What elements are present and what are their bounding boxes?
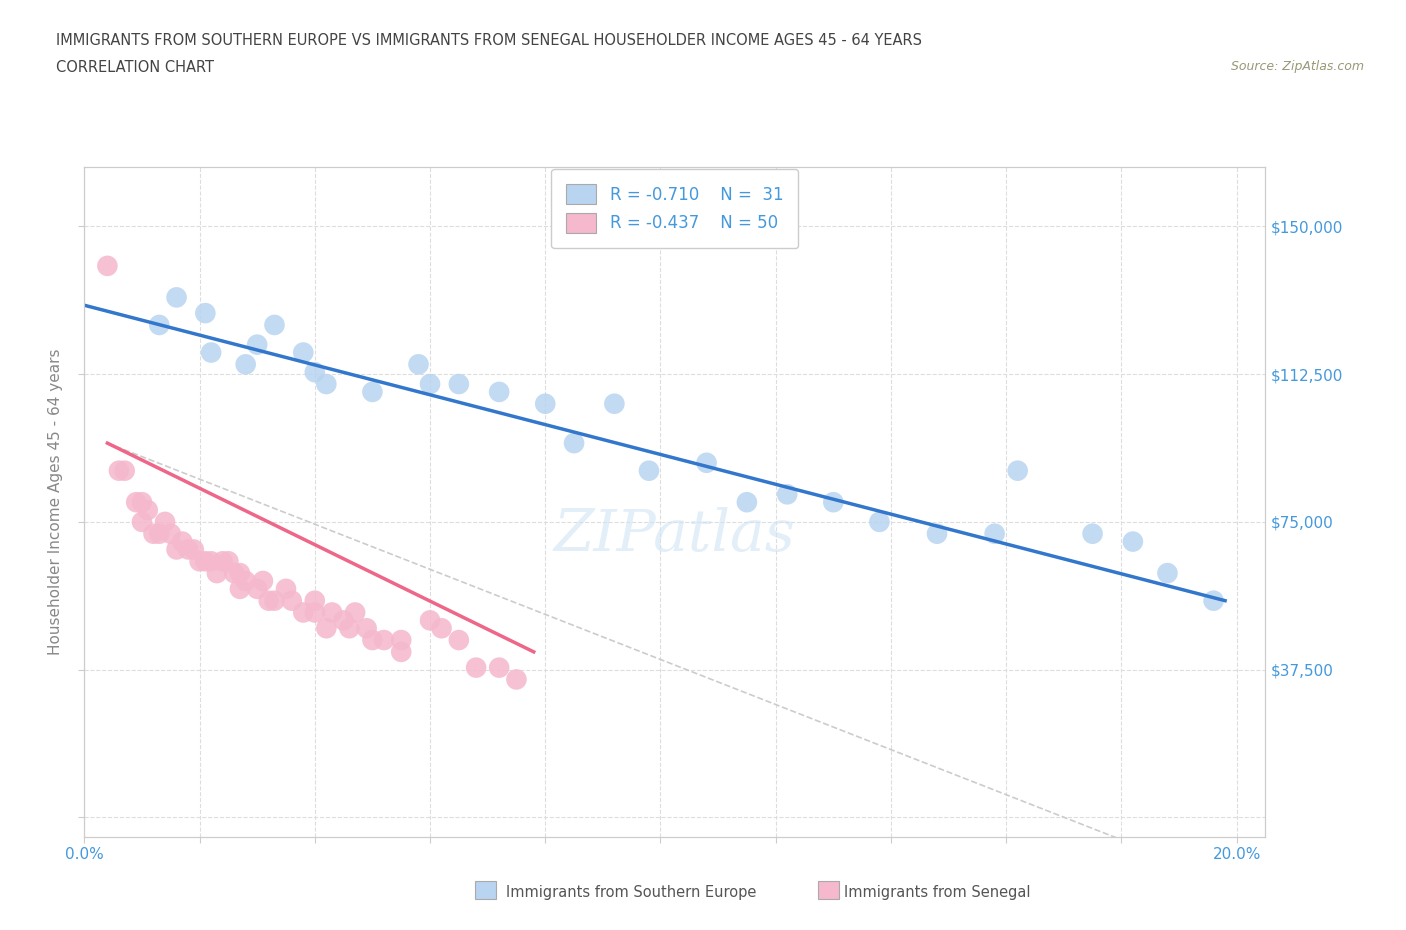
Point <box>447 632 470 647</box>
Point <box>321 605 343 620</box>
Text: CORRELATION CHART: CORRELATION CHART <box>56 60 214 75</box>
Point <box>142 526 165 541</box>
Point <box>153 514 176 529</box>
Point <box>172 534 194 549</box>
Point <box>304 605 326 620</box>
Point <box>823 495 845 510</box>
Point <box>315 621 337 636</box>
Point <box>131 514 153 529</box>
Point <box>229 565 252 580</box>
Text: ZIPatlas: ZIPatlas <box>554 508 796 564</box>
Bar <box>818 881 839 899</box>
Point <box>263 317 285 332</box>
Point <box>281 593 304 608</box>
Point <box>389 632 412 647</box>
Point <box>696 456 718 471</box>
Y-axis label: Householder Income Ages 45 - 64 years: Householder Income Ages 45 - 64 years <box>48 349 63 656</box>
Bar <box>475 881 496 899</box>
Text: Source: ZipAtlas.com: Source: ZipAtlas.com <box>1230 60 1364 73</box>
Point <box>735 495 758 510</box>
Point <box>131 495 153 510</box>
Point <box>246 581 269 596</box>
Point <box>356 621 378 636</box>
Point <box>246 338 269 352</box>
Point <box>148 317 170 332</box>
Point <box>1156 565 1178 580</box>
Point <box>304 593 326 608</box>
Point <box>166 542 188 557</box>
Point <box>361 384 384 399</box>
Point <box>159 526 181 541</box>
Point <box>1081 526 1104 541</box>
Point <box>188 554 211 569</box>
Point <box>217 554 239 569</box>
Point <box>562 435 585 450</box>
Text: IMMIGRANTS FROM SOUTHERN EUROPE VS IMMIGRANTS FROM SENEGAL HOUSEHOLDER INCOME AG: IMMIGRANTS FROM SOUTHERN EUROPE VS IMMIG… <box>56 33 922 47</box>
Point <box>304 365 326 379</box>
Point <box>389 644 412 659</box>
Point <box>166 290 188 305</box>
Point <box>257 593 280 608</box>
Point <box>344 605 367 620</box>
Point <box>447 377 470 392</box>
Text: Immigrants from Senegal: Immigrants from Senegal <box>844 885 1031 900</box>
Point <box>488 660 510 675</box>
Point <box>292 345 315 360</box>
Point <box>1007 463 1029 478</box>
Point <box>638 463 661 478</box>
Point <box>315 377 337 392</box>
Point <box>361 632 384 647</box>
Point <box>229 581 252 596</box>
Legend: R = -0.710    N =  31, R = -0.437    N = 50: R = -0.710 N = 31, R = -0.437 N = 50 <box>551 169 799 248</box>
Point <box>114 463 136 478</box>
Point <box>332 613 354 628</box>
Point <box>983 526 1005 541</box>
Point <box>205 565 228 580</box>
Point <box>274 581 297 596</box>
Point <box>373 632 395 647</box>
Point <box>430 621 453 636</box>
Point <box>292 605 315 620</box>
Point <box>211 554 233 569</box>
Point <box>603 396 626 411</box>
Point <box>488 384 510 399</box>
Point <box>235 574 257 589</box>
Point <box>408 357 430 372</box>
Point <box>108 463 131 478</box>
Point <box>183 542 205 557</box>
Point <box>177 542 200 557</box>
Point <box>263 593 285 608</box>
Point <box>252 574 274 589</box>
Point <box>235 357 257 372</box>
Point <box>868 514 890 529</box>
Point <box>1202 593 1225 608</box>
Point <box>224 565 246 580</box>
Point <box>337 621 360 636</box>
Point <box>776 487 799 502</box>
Point <box>136 502 159 517</box>
Point <box>465 660 488 675</box>
Point <box>505 672 527 687</box>
Text: Immigrants from Southern Europe: Immigrants from Southern Europe <box>506 885 756 900</box>
Point <box>194 306 217 321</box>
Point <box>148 526 170 541</box>
Point <box>1122 534 1144 549</box>
Point <box>200 345 222 360</box>
Point <box>125 495 148 510</box>
Point <box>419 613 441 628</box>
Point <box>925 526 948 541</box>
Point <box>200 554 222 569</box>
Point <box>194 554 217 569</box>
Point <box>419 377 441 392</box>
Point <box>96 259 118 273</box>
Point <box>534 396 557 411</box>
